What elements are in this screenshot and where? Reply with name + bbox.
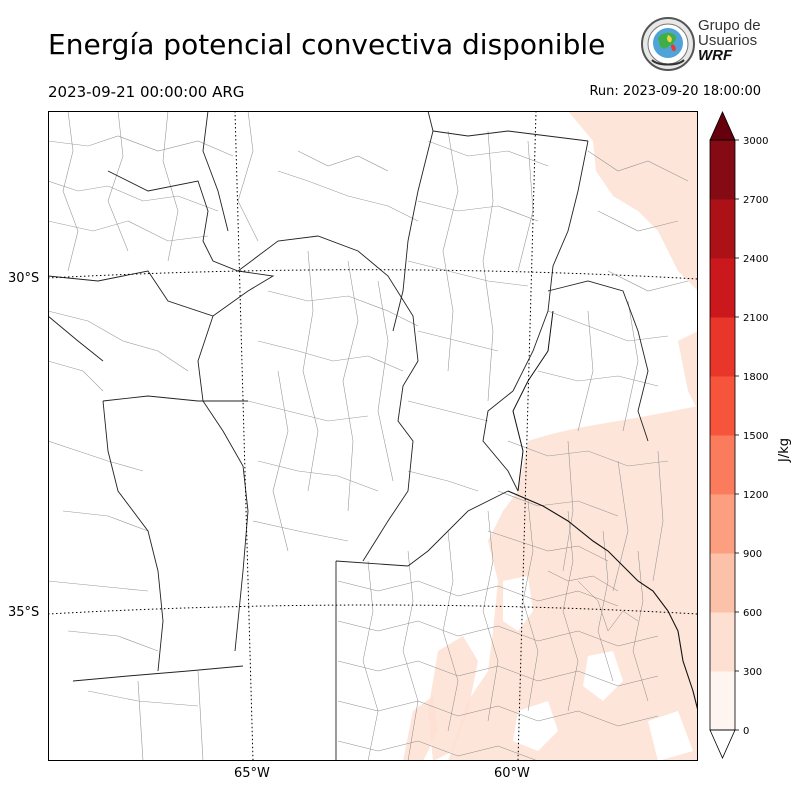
lon-label-60w: 60°W: [494, 766, 530, 781]
uruguay-border: [512, 310, 554, 492]
province-boundaries: [48, 111, 649, 761]
colorbar-band: [710, 494, 735, 554]
colorbar-band: [710, 553, 735, 613]
logo-line2: Usuarios: [698, 32, 758, 49]
colorbar-band: [710, 435, 735, 495]
lat-label-35s: 35°S: [8, 605, 40, 620]
colorbar-tick-label: 900: [743, 549, 762, 560]
colorbar-tick-label: 2100: [743, 313, 768, 324]
cape-shading: [403, 111, 698, 761]
colorbar-max-extension: [709, 111, 736, 141]
colorbar-tick-label: 0: [743, 726, 749, 737]
logo-line1: Grupo de: [698, 17, 761, 34]
colorbar-tick-label: 1200: [743, 490, 768, 501]
logo-text: Grupo de Usuarios WRF: [698, 18, 761, 63]
colorbar-tick-label: 3000: [743, 136, 768, 147]
globe-seal-icon: [641, 17, 695, 71]
graticule: [48, 111, 698, 761]
colorbar-band: [710, 199, 735, 259]
coastline: [507, 490, 698, 712]
logo-line3: WRF: [698, 47, 733, 64]
lon-label-65w: 65°W: [234, 766, 270, 781]
grupo-usuarios-wrf-logo: Grupo de Usuarios WRF: [640, 16, 770, 72]
colorbar-unit-label: J/kg: [777, 438, 792, 463]
colorbar-band: [710, 671, 735, 731]
colorbar-tick-label: 300: [743, 667, 762, 678]
colorbar-min-extension: [709, 729, 736, 759]
department-boundaries: [48, 111, 689, 761]
buenos-aires-partidos: [337, 500, 659, 761]
colorbar-band: [710, 258, 735, 318]
cape-map: [48, 111, 698, 761]
colorbar-tick-label: 2400: [743, 254, 768, 265]
colorbar-tick-label: 1800: [743, 372, 768, 383]
colorbar-band: [710, 140, 735, 200]
valid-time: 2023-09-21 00:00:00 ARG: [48, 83, 245, 101]
colorbar-band: [710, 612, 735, 672]
colorbar-tick-label: 600: [743, 608, 762, 619]
colorbar-band: [710, 376, 735, 436]
colorbar-band: [710, 317, 735, 377]
lat-label-30s: 30°S: [8, 271, 40, 286]
run-time: Run: 2023-09-20 18:00:00: [589, 84, 761, 99]
colorbar-tick-label: 2700: [743, 195, 768, 206]
map-title: Energía potencial convectiva disponible: [48, 28, 606, 61]
colorbar: 0 300 600 900 1200 1500 1800 2100 2400 2700 3000 J…: [709, 111, 792, 759]
colorbar-tick-label: 1500: [743, 431, 768, 442]
